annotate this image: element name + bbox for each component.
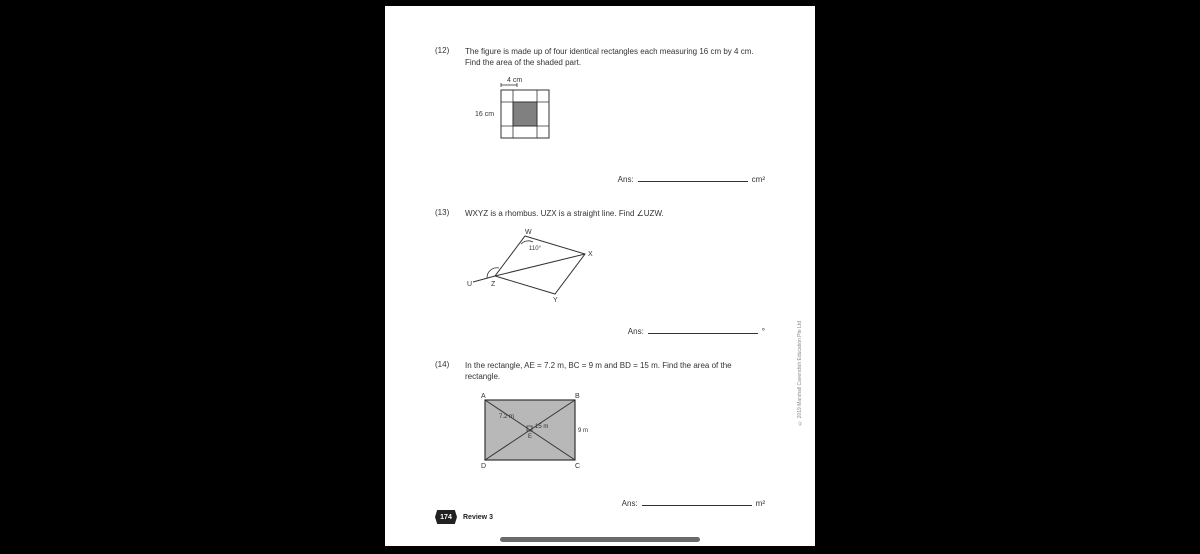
label-y: Y bbox=[553, 297, 558, 304]
page-footer: 174 Review 3 bbox=[435, 510, 493, 524]
ans-label: Ans: bbox=[628, 327, 644, 336]
scrollbar-thumb[interactable] bbox=[500, 537, 700, 542]
dim-top-label: 4 cm bbox=[507, 77, 522, 84]
angle-label: 110° bbox=[529, 246, 542, 252]
page-number-badge: 174 bbox=[435, 510, 457, 524]
label-d: D bbox=[481, 463, 486, 470]
ans-unit: cm² bbox=[752, 175, 765, 184]
label-b: B bbox=[575, 393, 580, 400]
label-c: C bbox=[575, 463, 580, 470]
problem-text: The figure is made up of four identical … bbox=[465, 46, 765, 68]
bc-label: 9 m bbox=[578, 428, 588, 434]
bd-label: 15 m bbox=[535, 424, 548, 430]
problem-text: WXYZ is a rhombus. UZX is a straight lin… bbox=[465, 208, 765, 219]
ans-unit: ° bbox=[762, 327, 765, 336]
ae-label: 7.2 m bbox=[499, 414, 514, 420]
ans-label: Ans: bbox=[622, 499, 638, 508]
worksheet-page: (12) The figure is made up of four ident… bbox=[385, 6, 815, 546]
answer-blank[interactable] bbox=[648, 326, 758, 334]
problem-12: (12) The figure is made up of four ident… bbox=[435, 46, 765, 184]
page-number: 174 bbox=[440, 514, 452, 521]
problem-14: (14) In the rectangle, AE = 7.2 m, BC = … bbox=[435, 360, 765, 508]
copyright-text: © 2019 Marshall Cavendish Education Pte … bbox=[797, 321, 803, 426]
ans-label: Ans: bbox=[618, 175, 634, 184]
dim-side-label: 16 cm bbox=[475, 111, 494, 118]
figure-13: W X Y Z U 110° bbox=[465, 226, 765, 308]
label-x: X bbox=[588, 251, 593, 258]
footer-label: Review 3 bbox=[463, 514, 493, 521]
rectangle-figure: A B C D E 7.2 m 15 m 9 m bbox=[465, 388, 615, 478]
answer-blank[interactable] bbox=[642, 498, 752, 506]
rhombus-figure: W X Y Z U 110° bbox=[465, 226, 615, 306]
label-a: A bbox=[481, 393, 486, 400]
answer-line-12: Ans: cm² bbox=[435, 174, 765, 184]
problem-number: (13) bbox=[435, 208, 455, 219]
horizontal-scrollbar[interactable] bbox=[385, 537, 815, 542]
figure-14: A B C D E 7.2 m 15 m 9 m bbox=[465, 388, 765, 480]
label-e: E bbox=[528, 434, 532, 440]
problem-13: (13) WXYZ is a rhombus. UZX is a straigh… bbox=[435, 208, 765, 335]
figure-12: 4 cm 16 cm bbox=[465, 74, 765, 156]
answer-line-13: Ans: ° bbox=[435, 326, 765, 336]
problem-number: (14) bbox=[435, 360, 455, 382]
problem-number: (12) bbox=[435, 46, 455, 68]
label-u: U bbox=[467, 281, 472, 288]
square-figure: 4 cm 16 cm bbox=[465, 74, 575, 154]
problem-text: In the rectangle, AE = 7.2 m, BC = 9 m a… bbox=[465, 360, 765, 382]
label-z: Z bbox=[491, 281, 496, 288]
answer-blank[interactable] bbox=[638, 174, 748, 182]
answer-line-14: Ans: m² bbox=[435, 498, 765, 508]
ans-unit: m² bbox=[756, 499, 765, 508]
label-w: W bbox=[525, 229, 532, 236]
